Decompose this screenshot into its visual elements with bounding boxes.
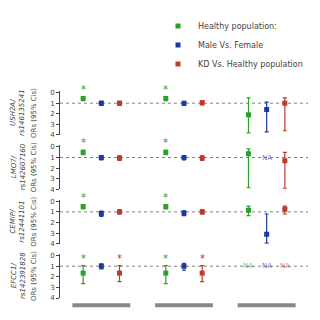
svg-text:*: *: [163, 192, 168, 203]
svg-text:1: 1: [50, 263, 54, 271]
svg-text:USH2A/rs146135241: USH2A/rs146135241: [9, 89, 26, 136]
svg-text:4: 4: [50, 186, 55, 194]
svg-text:2: 2: [50, 165, 54, 173]
svg-text:EFCC1/rs142391828: EFCC1/rs142391828: [10, 252, 27, 299]
svg-text:NA: NA: [262, 262, 272, 270]
svg-text:*: *: [163, 84, 168, 95]
svg-text:ORs (95% Cis): ORs (95% Cis): [30, 88, 38, 138]
svg-text:0: 0: [50, 89, 54, 97]
svg-text:4: 4: [50, 240, 55, 248]
svg-text:1: 1: [50, 154, 54, 162]
svg-text:CEMIP/rs12441101: CEMIP/rs12441101: [9, 201, 26, 243]
svg-text:0: 0: [50, 143, 54, 151]
svg-text:KD Vs. Healthy population: KD Vs. Healthy population: [198, 60, 303, 69]
svg-text:NA: NA: [280, 262, 290, 270]
svg-text:4: 4: [50, 131, 55, 139]
svg-text:Healthy population:: Healthy population:: [198, 22, 277, 31]
svg-text:Male Vs. Female: Male Vs. Female: [198, 41, 263, 50]
svg-text:2: 2: [50, 219, 54, 227]
svg-text:3: 3: [50, 230, 54, 238]
svg-text:NA: NA: [262, 154, 272, 162]
svg-text:NA: NA: [243, 262, 253, 270]
svg-text:3: 3: [50, 284, 54, 292]
svg-text:*: *: [163, 253, 168, 264]
svg-text:*: *: [81, 253, 86, 264]
svg-text:0: 0: [50, 252, 54, 260]
svg-text:ORs (95% Cis): ORs (95% Cis): [30, 142, 38, 192]
svg-text:ORs (95% Cis): ORs (95% Cis): [30, 196, 38, 246]
svg-text:*: *: [200, 253, 205, 264]
svg-text:*: *: [117, 253, 122, 264]
svg-text:ORs (95% Cis): ORs (95% Cis): [30, 251, 38, 301]
svg-text:*: *: [163, 137, 168, 148]
svg-text:3: 3: [50, 175, 54, 183]
svg-text:3: 3: [50, 121, 54, 129]
svg-text:4: 4: [50, 294, 55, 302]
svg-text:0: 0: [50, 198, 54, 206]
svg-text:1: 1: [50, 208, 54, 216]
svg-text:1: 1: [50, 100, 54, 108]
svg-text:LMO7/rs142607160: LMO7/rs142607160: [10, 143, 27, 190]
svg-text:2: 2: [50, 110, 54, 118]
svg-text:*: *: [81, 137, 86, 148]
svg-text:2: 2: [50, 273, 54, 281]
svg-text:*: *: [81, 84, 86, 95]
svg-text:*: *: [81, 192, 86, 203]
